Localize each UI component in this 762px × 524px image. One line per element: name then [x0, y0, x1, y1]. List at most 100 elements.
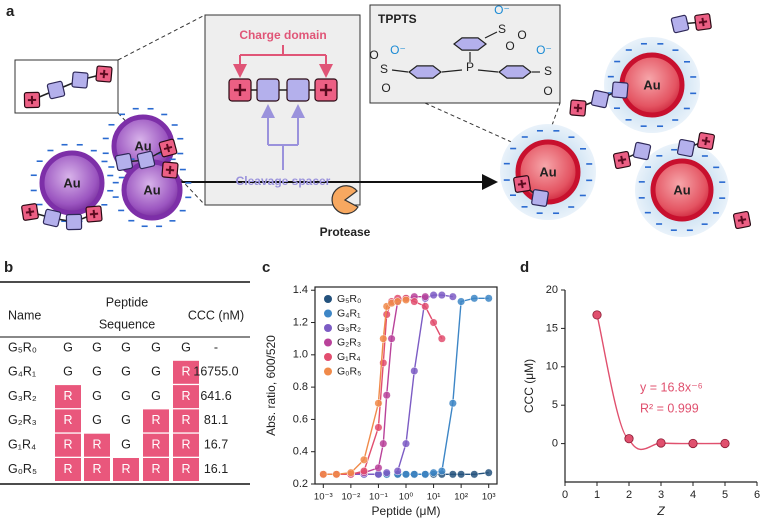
atom-label: O [369, 48, 378, 62]
residue-highlight [55, 385, 81, 409]
legend-marker [324, 295, 332, 303]
residue: G [121, 437, 131, 451]
row-name: G₄R₁ [8, 365, 36, 379]
spacer-box [42, 208, 62, 228]
data-point [421, 292, 430, 301]
spacer-box [71, 71, 89, 89]
plus-sign [234, 84, 246, 96]
residue: R [92, 437, 101, 451]
residue-highlight [84, 458, 110, 481]
data-point [374, 423, 383, 432]
spacer-bracket [268, 144, 298, 170]
x-tick-label: 10⁻² [341, 492, 360, 503]
residue: G [121, 365, 131, 379]
x-tick-label: 10³ [482, 492, 496, 503]
data-point [346, 468, 355, 477]
data-point [374, 463, 383, 472]
data-point [437, 334, 446, 343]
x-tick-label: 10⁻¹ [369, 492, 388, 503]
data-point [393, 467, 402, 476]
residue: G [121, 340, 131, 354]
y-tick-label: 0.6 [293, 413, 308, 425]
y-tick-label: 0.2 [293, 478, 308, 490]
residue-highlight [84, 433, 110, 457]
plus-sign [737, 215, 747, 225]
y-axis-label: CCC (μM) [522, 359, 536, 413]
atom-label: O [505, 39, 514, 53]
x-tick-label: 3 [658, 489, 664, 501]
au-label: Au [643, 77, 660, 92]
atom-label: P [466, 60, 474, 74]
spacer-unit [136, 150, 156, 170]
atom-label: O [381, 81, 390, 95]
legend-marker [324, 353, 332, 361]
legend-label: G₁R₄ [337, 351, 361, 363]
charge-unit [513, 175, 531, 193]
data-point [720, 438, 730, 449]
legend-label: G₅R₀ [337, 293, 361, 305]
atom-label: O [543, 84, 552, 98]
ccc-value: - [214, 340, 218, 354]
au-label: Au [134, 138, 151, 153]
residue: G [181, 340, 191, 354]
residue: G [92, 389, 102, 403]
data-point [470, 470, 479, 479]
data-point [379, 334, 388, 343]
schematic: a Charge domain Cleavage spacer TPPTS Pr… [6, 3, 752, 239]
y-tick-label: 1.2 [293, 316, 308, 328]
gold-nanoparticle [39, 150, 105, 216]
gold-nanoparticle [515, 139, 581, 205]
residue: R [63, 462, 72, 476]
spacer-box [676, 138, 696, 158]
data-point [448, 470, 457, 479]
ccc-value: 81.1 [204, 413, 228, 427]
ccc-value: 16755.0 [193, 365, 238, 379]
cleavage-spacer-label: Cleavage spacer [236, 174, 331, 188]
data-point [401, 470, 411, 479]
benzene-ring [498, 65, 532, 79]
header-cell: Peptide [106, 295, 148, 309]
residue: G [63, 365, 73, 379]
row-name: G₃R₂ [8, 389, 37, 403]
gold-nanoparticle [650, 158, 714, 222]
data-point [437, 291, 446, 300]
y-tick-label: 20 [546, 284, 558, 296]
ccc-value: 16.7 [204, 437, 228, 451]
row-name: G₁R₄ [8, 437, 36, 451]
x-tick-label: 10⁻³ [314, 492, 333, 503]
protease-label: Protease [320, 225, 371, 239]
plus-sign [25, 207, 35, 217]
data-point [359, 467, 369, 476]
au-label: Au [673, 182, 690, 197]
plus-sign [698, 17, 708, 27]
atom-label: O⁻ [494, 3, 510, 17]
residue-highlight [113, 458, 139, 481]
bond [441, 69, 463, 73]
data-point [319, 470, 328, 479]
charge-unit [158, 138, 178, 158]
data-point [457, 297, 466, 306]
residue-highlight [143, 433, 169, 457]
residue: R [92, 462, 101, 476]
atom-label: S [498, 22, 506, 36]
atom-label: O⁻ [390, 43, 406, 57]
benzene-ring [408, 65, 442, 79]
atom-label: O [517, 28, 526, 42]
residue: G [92, 413, 102, 427]
residue: G [151, 340, 161, 354]
spacer-box [256, 78, 280, 102]
residue-highlight [55, 458, 81, 481]
data-point [410, 297, 419, 306]
spacer-box [632, 141, 652, 161]
charge-unit [732, 210, 752, 230]
panel-label: a [6, 3, 15, 20]
charge-unit [23, 91, 41, 109]
plus-sign [89, 209, 99, 219]
data-point [382, 468, 391, 477]
residue: R [181, 389, 190, 403]
residue: G [63, 340, 73, 354]
residue: R [151, 462, 160, 476]
au-label: Au [539, 164, 556, 179]
zoom-line [424, 102, 519, 146]
